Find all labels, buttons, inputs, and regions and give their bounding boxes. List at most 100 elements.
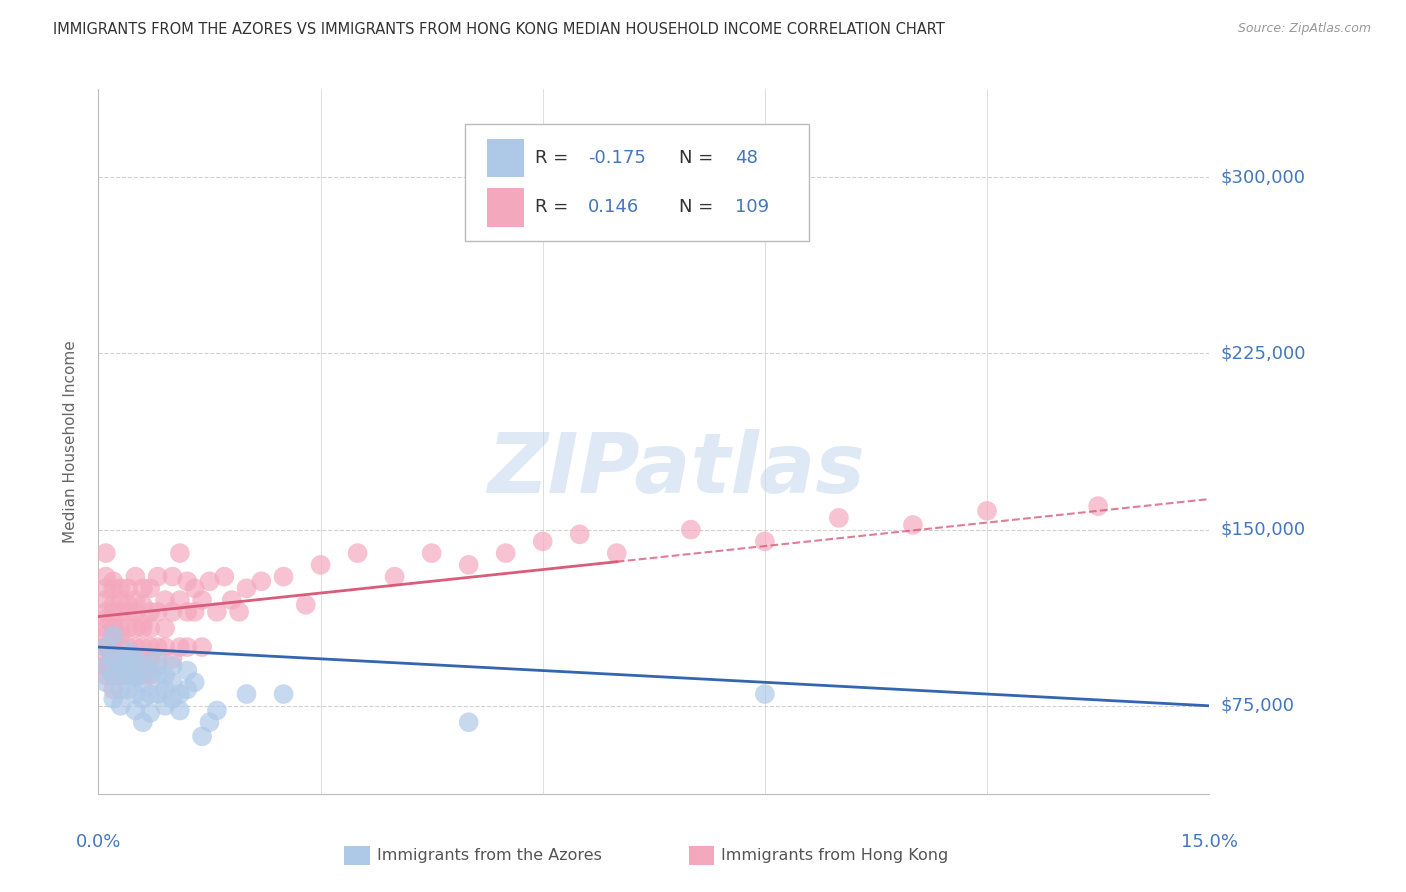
Point <box>110 682 132 697</box>
Text: 109: 109 <box>735 198 769 216</box>
Point <box>162 652 184 666</box>
Point <box>103 616 125 631</box>
Point <box>103 628 125 642</box>
Point <box>124 658 146 673</box>
Point <box>110 652 132 666</box>
Point <box>124 704 146 718</box>
Point <box>132 621 155 635</box>
Text: $300,000: $300,000 <box>1220 169 1305 186</box>
Point <box>110 668 132 682</box>
Point <box>117 657 139 671</box>
Point <box>146 652 169 666</box>
Point <box>117 652 139 666</box>
Point <box>94 582 117 596</box>
Text: $75,000: $75,000 <box>1220 697 1295 714</box>
Point <box>103 652 125 666</box>
Point <box>146 605 169 619</box>
Point <box>110 640 132 654</box>
Point <box>132 582 155 596</box>
Point <box>132 691 155 706</box>
Point <box>117 645 139 659</box>
Point <box>205 704 228 718</box>
Point <box>124 605 146 619</box>
Point <box>901 517 924 532</box>
Point <box>139 687 162 701</box>
Point <box>146 687 169 701</box>
Point <box>110 582 132 596</box>
Point <box>169 687 191 701</box>
Point <box>198 715 221 730</box>
Point <box>103 668 125 682</box>
Point <box>94 640 117 654</box>
Point <box>124 652 146 666</box>
Point <box>162 675 184 690</box>
Point <box>117 605 139 619</box>
Point <box>146 569 169 583</box>
Point <box>94 569 117 583</box>
Point <box>132 675 155 690</box>
Point <box>205 605 228 619</box>
Point <box>531 534 554 549</box>
Point <box>139 582 162 596</box>
Point <box>139 652 162 666</box>
Point <box>94 658 117 673</box>
Point <box>94 621 117 635</box>
Point <box>146 640 169 654</box>
Point <box>169 640 191 654</box>
Bar <box>488 188 524 227</box>
Point <box>94 668 117 682</box>
Point <box>124 569 146 583</box>
Point <box>198 574 221 589</box>
Point <box>679 523 702 537</box>
Point <box>117 668 139 682</box>
Point <box>214 569 236 583</box>
Point <box>384 569 406 583</box>
Point <box>103 605 125 619</box>
Point <box>110 664 132 678</box>
Point <box>273 569 295 583</box>
Point <box>94 605 117 619</box>
Point <box>309 558 332 572</box>
Text: IMMIGRANTS FROM THE AZORES VS IMMIGRANTS FROM HONG KONG MEDIAN HOUSEHOLD INCOME : IMMIGRANTS FROM THE AZORES VS IMMIGRANTS… <box>53 22 945 37</box>
Point <box>273 687 295 701</box>
Point <box>420 546 443 560</box>
Point <box>132 652 155 666</box>
Point <box>110 605 132 619</box>
Point <box>153 640 176 654</box>
Point <box>117 640 139 654</box>
Point <box>117 598 139 612</box>
Text: $150,000: $150,000 <box>1220 521 1305 539</box>
Point <box>103 574 125 589</box>
Point <box>162 605 184 619</box>
Point <box>110 668 132 682</box>
Text: 0.146: 0.146 <box>588 198 640 216</box>
Point <box>294 598 316 612</box>
Point <box>103 658 125 673</box>
Point <box>191 640 214 654</box>
Point <box>153 698 176 713</box>
Point <box>176 640 198 654</box>
Point <box>117 582 139 596</box>
FancyBboxPatch shape <box>465 124 810 241</box>
Point <box>94 675 117 690</box>
Text: N =: N = <box>679 149 720 167</box>
Text: ZIPatlas: ZIPatlas <box>486 429 865 510</box>
Point <box>176 574 198 589</box>
Point <box>117 658 139 673</box>
Point <box>153 682 176 697</box>
Point <box>124 687 146 701</box>
Point <box>94 612 117 626</box>
Point <box>754 534 776 549</box>
Point <box>124 668 146 682</box>
Point <box>132 657 155 671</box>
Point <box>235 687 257 701</box>
Point <box>103 582 125 596</box>
Point <box>94 593 117 607</box>
Point <box>132 598 155 612</box>
Text: N =: N = <box>679 198 720 216</box>
Text: Source: ZipAtlas.com: Source: ZipAtlas.com <box>1237 22 1371 36</box>
Point <box>183 605 205 619</box>
Point <box>162 569 184 583</box>
Point <box>169 546 191 560</box>
Point <box>103 598 125 612</box>
